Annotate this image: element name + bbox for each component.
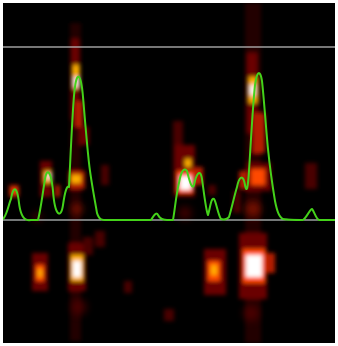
heat-glow bbox=[178, 206, 192, 220]
heat-blob bbox=[164, 309, 174, 321]
heat-blob bbox=[101, 165, 109, 185]
heat-blob bbox=[12, 188, 17, 194]
heat-blob bbox=[83, 237, 93, 255]
heat-blob bbox=[211, 265, 217, 275]
heat-blob bbox=[75, 101, 83, 127]
heat-blob bbox=[251, 169, 265, 185]
heatmap-layer bbox=[9, 3, 317, 343]
heat-blob bbox=[71, 175, 81, 183]
heat-blob bbox=[185, 159, 191, 167]
signal-viewer bbox=[3, 3, 335, 343]
heat-blob bbox=[265, 253, 275, 273]
heat-blob bbox=[47, 174, 51, 179]
heat-blob bbox=[250, 85, 255, 95]
heat-glow bbox=[243, 305, 259, 321]
heat-blob bbox=[124, 281, 132, 293]
trace-line bbox=[3, 72, 335, 222]
heat-blob bbox=[38, 269, 42, 277]
heat-glow bbox=[71, 299, 87, 315]
heat-blob bbox=[95, 231, 105, 247]
heat-blob bbox=[246, 255, 262, 277]
heat-blob bbox=[180, 176, 191, 190]
heat-blob bbox=[55, 185, 60, 197]
heat-blob bbox=[193, 167, 203, 185]
heat-blob bbox=[253, 113, 265, 153]
heat-glow bbox=[71, 203, 83, 215]
signal-canvas bbox=[3, 3, 335, 343]
heat-blob bbox=[79, 127, 89, 145]
heat-blob bbox=[73, 261, 81, 277]
heat-glow bbox=[245, 201, 261, 217]
viewer-background bbox=[3, 3, 335, 343]
heat-blob bbox=[305, 163, 317, 189]
heat-blob bbox=[233, 191, 241, 213]
heat-blob bbox=[208, 185, 216, 195]
